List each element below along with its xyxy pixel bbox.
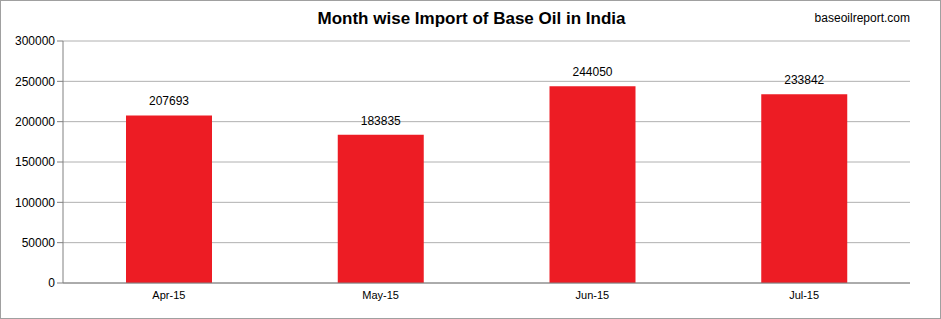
svg-text:0: 0 [48, 276, 55, 290]
html-text:baseoilreport.com: baseoilreport.com [814, 11, 910, 25]
svg-text:250000: 250000 [15, 75, 55, 89]
svg-text:200000: 200000 [15, 115, 55, 129]
svg-text:50000: 50000 [22, 236, 56, 250]
svg-text:244050: 244050 [572, 65, 612, 79]
svg-text:233842: 233842 [784, 73, 824, 87]
svg-text:300000: 300000 [15, 34, 55, 48]
html-text:Month wise Import of Base Oil: Month wise Import of Base Oil in India [317, 9, 626, 28]
svg-text:May-15: May-15 [362, 289, 399, 301]
svg-text:Apr-15: Apr-15 [152, 289, 185, 301]
svg-text:150000: 150000 [15, 155, 55, 169]
svg-text:183835: 183835 [361, 114, 401, 128]
svg-text:207693: 207693 [149, 94, 189, 108]
svg-text:100000: 100000 [15, 196, 55, 210]
svg-text:Jul-15: Jul-15 [789, 289, 819, 301]
svg-text:Jun-15: Jun-15 [576, 289, 610, 301]
